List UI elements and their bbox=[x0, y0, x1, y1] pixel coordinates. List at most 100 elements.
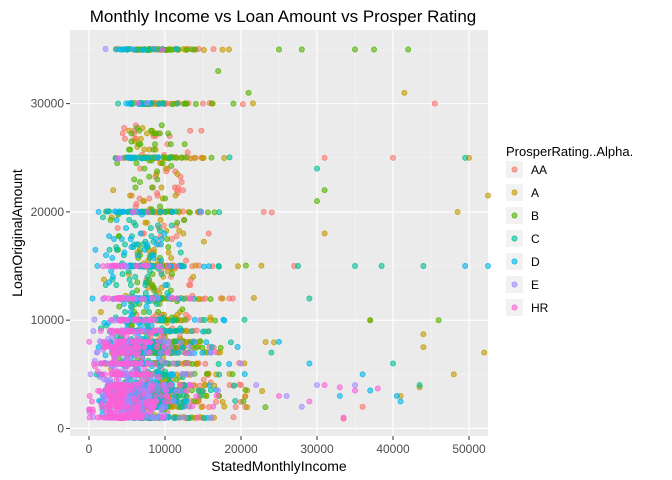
data-point-hr bbox=[193, 393, 200, 400]
data-point-a bbox=[226, 46, 232, 53]
data-point-hr bbox=[128, 387, 135, 394]
data-point-aa bbox=[431, 100, 438, 107]
x-axis-title: StatedMonthlyIncome bbox=[211, 458, 347, 474]
data-point-c bbox=[113, 246, 120, 253]
data-point-b bbox=[240, 398, 247, 405]
data-point-c bbox=[215, 361, 222, 367]
data-point-d bbox=[134, 252, 141, 259]
data-point-d bbox=[152, 236, 159, 242]
legend-label: HR bbox=[531, 301, 549, 315]
data-point-d bbox=[181, 403, 187, 410]
legend-item-c: C bbox=[506, 230, 540, 247]
data-point-e bbox=[177, 387, 184, 394]
data-point-hr bbox=[120, 349, 127, 356]
data-point-d bbox=[123, 225, 129, 232]
data-point-b bbox=[134, 125, 141, 131]
data-point-a bbox=[180, 230, 187, 237]
data-point-d bbox=[113, 217, 120, 223]
data-point-c bbox=[171, 317, 177, 324]
data-point-d bbox=[111, 236, 117, 242]
data-point-hr bbox=[131, 395, 137, 402]
data-point-c bbox=[144, 273, 151, 280]
data-point-d bbox=[336, 392, 343, 399]
data-point-a bbox=[420, 331, 427, 338]
data-point-hr bbox=[129, 208, 136, 215]
data-point-hr bbox=[352, 387, 358, 394]
data-point-a bbox=[450, 371, 457, 378]
data-point-d bbox=[181, 263, 187, 270]
data-point-hr bbox=[114, 341, 121, 348]
data-point-e bbox=[167, 344, 174, 350]
data-point-d bbox=[132, 46, 139, 53]
data-point-hr bbox=[132, 365, 139, 372]
data-point-d bbox=[158, 257, 165, 264]
data-point-b bbox=[162, 195, 169, 202]
data-point-e bbox=[283, 392, 290, 399]
data-point-aa bbox=[200, 100, 206, 107]
data-point-hr bbox=[163, 393, 170, 399]
data-point-hr bbox=[213, 392, 220, 399]
legend-swatch bbox=[511, 304, 518, 311]
data-point-d bbox=[178, 327, 185, 334]
data-point-c bbox=[268, 349, 275, 356]
data-point-c bbox=[378, 263, 385, 269]
data-point-c bbox=[157, 227, 164, 234]
data-point-d bbox=[462, 263, 469, 269]
data-point-e bbox=[158, 406, 165, 413]
data-point-hr bbox=[98, 401, 105, 408]
data-point-d bbox=[121, 249, 128, 256]
data-point-d bbox=[89, 295, 96, 302]
data-point-hr bbox=[88, 398, 95, 405]
data-point-hr bbox=[159, 414, 166, 420]
data-point-b bbox=[150, 146, 157, 153]
data-point-aa bbox=[171, 184, 178, 191]
data-point-hr bbox=[154, 344, 160, 350]
data-point-b bbox=[352, 46, 358, 53]
data-point-b bbox=[151, 130, 158, 137]
data-point-d bbox=[203, 339, 210, 346]
data-point-c bbox=[180, 295, 187, 302]
data-point-c bbox=[119, 271, 126, 278]
data-point-e bbox=[90, 328, 97, 335]
data-point-d bbox=[120, 208, 127, 215]
data-point-b bbox=[371, 46, 377, 53]
data-point-b bbox=[215, 68, 222, 75]
data-point-a bbox=[97, 309, 104, 315]
data-point-hr bbox=[160, 343, 167, 350]
data-point-e bbox=[208, 414, 215, 421]
data-point-hr bbox=[125, 296, 132, 303]
data-point-hr bbox=[124, 355, 131, 361]
data-point-hr bbox=[86, 414, 93, 421]
data-point-b bbox=[174, 219, 181, 226]
data-point-c bbox=[420, 263, 427, 269]
y-tick-label: 0 bbox=[57, 421, 64, 435]
data-point-hr bbox=[159, 333, 166, 340]
data-point-b bbox=[159, 160, 166, 167]
data-point-aa bbox=[198, 127, 205, 134]
data-point-d bbox=[162, 282, 169, 288]
data-point-d bbox=[175, 349, 182, 356]
data-point-e bbox=[207, 349, 214, 356]
data-point-hr bbox=[107, 384, 114, 391]
data-point-c bbox=[215, 263, 222, 269]
legend-swatch bbox=[511, 166, 518, 173]
data-point-hr bbox=[103, 414, 110, 421]
data-point-hr bbox=[111, 401, 118, 408]
data-point-e bbox=[144, 100, 151, 107]
data-points bbox=[86, 45, 491, 422]
data-point-aa bbox=[226, 295, 233, 302]
data-point-b bbox=[230, 100, 237, 107]
data-point-e bbox=[157, 349, 164, 356]
data-point-a bbox=[258, 262, 265, 269]
data-point-b bbox=[165, 130, 172, 137]
data-point-hr bbox=[94, 368, 101, 375]
data-point-hr bbox=[136, 384, 143, 391]
data-point-c bbox=[126, 276, 133, 283]
legend-title: ProsperRating..Alpha. bbox=[506, 144, 633, 159]
data-point-d bbox=[206, 382, 213, 389]
data-point-hr bbox=[86, 392, 93, 399]
data-point-e bbox=[177, 339, 184, 346]
data-point-d bbox=[161, 230, 168, 237]
data-point-hr bbox=[148, 384, 155, 391]
data-point-aa bbox=[114, 225, 121, 232]
